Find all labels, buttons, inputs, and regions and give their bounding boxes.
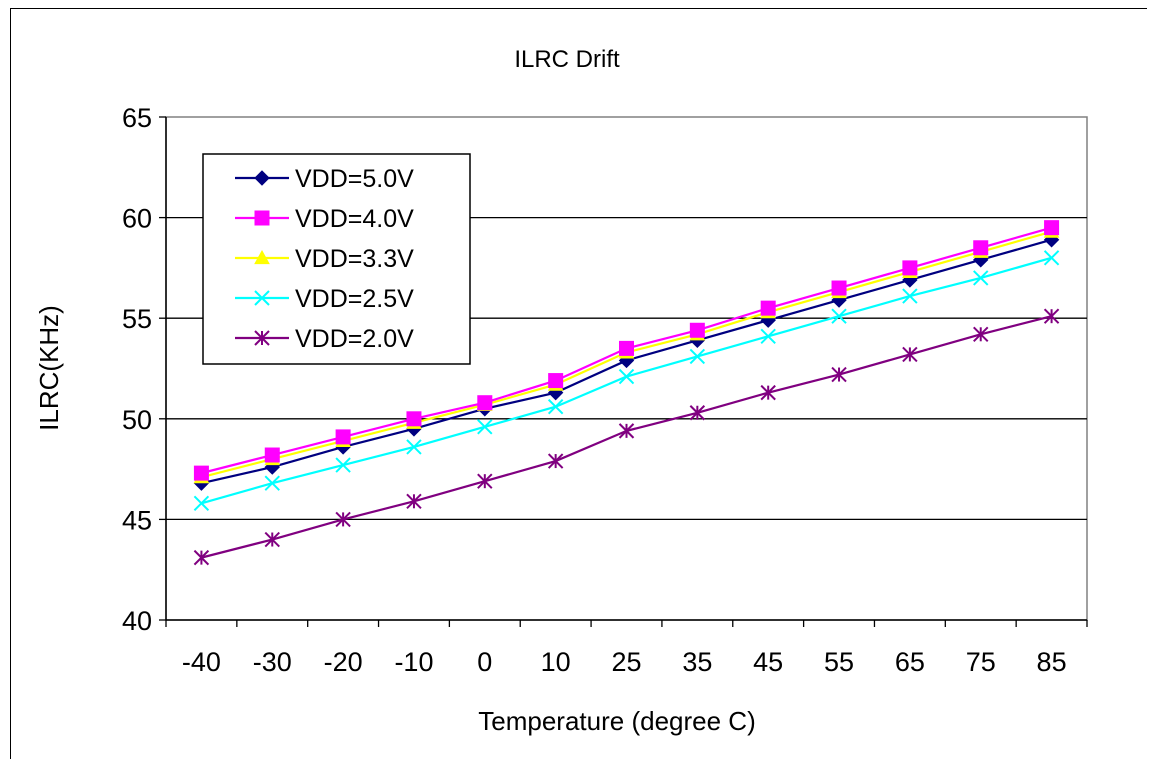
marker-stroke — [406, 439, 422, 455]
legend-entry: VDD=3.3V — [235, 245, 414, 273]
series-VDD=4.0V — [193, 220, 1060, 481]
data-point — [1044, 220, 1060, 236]
data-point — [193, 549, 210, 566]
legend-label: VDD=3.3V — [295, 245, 414, 273]
data-point — [689, 348, 706, 365]
data-point — [902, 288, 918, 304]
x-tick-label: 25 — [611, 647, 641, 677]
marker-stroke — [973, 270, 989, 286]
marker-stroke — [760, 328, 776, 345]
series-VDD=2.0V — [193, 308, 1060, 566]
data-point — [264, 531, 280, 548]
x-axis-label: Temperature (degree C) — [478, 706, 755, 736]
data-point — [831, 280, 847, 296]
data-point — [477, 473, 493, 489]
data-point — [618, 423, 635, 439]
data-point — [902, 346, 918, 363]
data-point — [254, 210, 270, 226]
y-tick-label: 55 — [122, 304, 152, 334]
data-point — [902, 260, 918, 276]
marker-stroke — [618, 368, 635, 385]
data-point — [973, 240, 989, 256]
data-point — [547, 399, 564, 415]
marker-stroke — [1043, 250, 1060, 266]
x-tick-label: 0 — [477, 647, 492, 677]
legend-entry: VDD=5.0V — [235, 165, 414, 193]
data-point — [973, 270, 989, 286]
data-point — [547, 453, 564, 469]
y-tick-label: 50 — [122, 405, 152, 435]
data-point — [254, 170, 270, 186]
marker-stroke — [193, 495, 210, 512]
x-tick-label: 45 — [753, 647, 783, 677]
data-point — [335, 511, 351, 528]
data-point — [406, 493, 422, 509]
data-point — [406, 411, 422, 427]
marker-stroke — [477, 419, 493, 435]
x-tick-label: 75 — [966, 647, 996, 677]
data-point — [193, 465, 209, 481]
data-point — [335, 429, 351, 445]
data-point — [760, 300, 776, 316]
data-point — [689, 322, 705, 338]
legend-entry: VDD=2.0V — [235, 325, 414, 353]
x-tick-label: -20 — [324, 647, 363, 677]
marker-stroke — [831, 308, 847, 324]
marker-stroke — [689, 348, 706, 365]
x-tick-label: 85 — [1037, 647, 1067, 677]
data-point — [406, 439, 422, 455]
y-tick-label: 45 — [122, 505, 152, 535]
legend-entry: VDD=4.0V — [235, 205, 414, 233]
data-point — [619, 340, 634, 356]
chart-title: ILRC Drift — [514, 46, 620, 73]
y-tick-label: 60 — [122, 204, 152, 234]
data-point — [254, 330, 270, 346]
y-tick-label: 65 — [122, 103, 152, 133]
legend-label: VDD=4.0V — [295, 205, 414, 233]
x-tick-label: -30 — [253, 647, 292, 677]
data-point — [254, 249, 270, 265]
data-point — [264, 475, 280, 491]
legend-label: VDD=2.0V — [295, 325, 414, 353]
data-point — [831, 308, 847, 324]
data-point — [254, 290, 270, 306]
x-tick-label: 55 — [824, 647, 854, 677]
marker-stroke — [254, 290, 270, 306]
x-tick-label: 35 — [682, 647, 712, 677]
y-tick-label: 40 — [122, 606, 152, 636]
data-point — [1043, 250, 1060, 266]
data-point — [760, 384, 776, 401]
data-point — [477, 395, 493, 411]
legend-entry: VDD=2.5V — [235, 285, 414, 313]
marker-stroke — [264, 475, 280, 491]
legend-label: VDD=5.0V — [295, 165, 414, 193]
marker-stroke — [902, 288, 918, 304]
data-point — [477, 419, 493, 435]
data-point — [193, 495, 210, 512]
data-point — [1043, 308, 1060, 324]
legend: VDD=5.0V VDD=4.0V VDD=3.3V VDD=2.5V VDD=2.0V — [202, 153, 471, 365]
data-point — [618, 368, 635, 385]
marker-stroke — [547, 399, 564, 415]
x-tick-label: 65 — [895, 647, 925, 677]
legend-label: VDD=2.5V — [295, 285, 414, 313]
series-VDD=2.5V — [193, 250, 1060, 512]
x-tick-label: 10 — [541, 647, 571, 677]
data-point — [264, 447, 280, 463]
data-point — [689, 405, 706, 421]
data-point — [973, 326, 989, 343]
data-point — [548, 373, 564, 389]
x-tick-label: -10 — [394, 647, 433, 677]
data-point — [335, 457, 351, 473]
marker-stroke — [335, 457, 351, 473]
data-point — [831, 366, 847, 383]
y-axis-label: ILRC(KHz) — [34, 305, 64, 431]
x-tick-label: -40 — [182, 647, 221, 677]
data-point — [760, 328, 776, 345]
chart-frame — [10, 8, 1147, 759]
